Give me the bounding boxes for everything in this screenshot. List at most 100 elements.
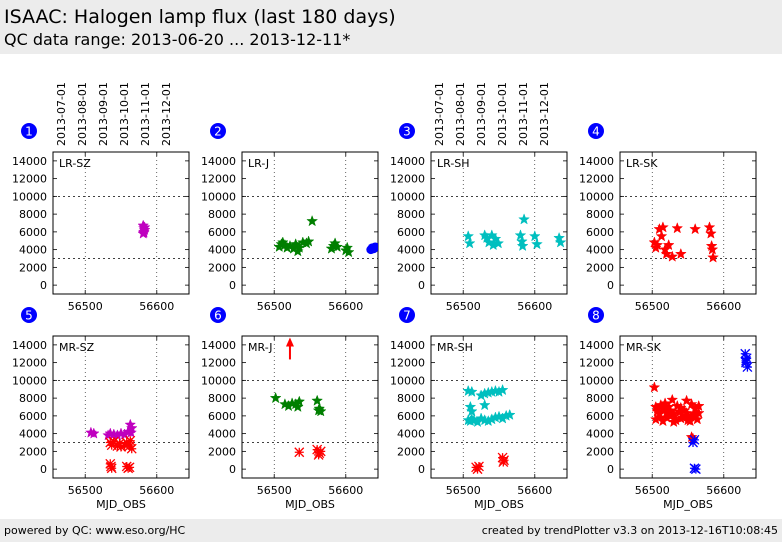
top-date-label: 2013-10-01 bbox=[118, 82, 131, 146]
data-point bbox=[106, 463, 117, 474]
y-tick-label: 10000 bbox=[201, 374, 236, 387]
data-point bbox=[465, 405, 478, 417]
data-point bbox=[472, 464, 483, 475]
top-date-label: 2013-11-01 bbox=[139, 82, 152, 146]
series-group bbox=[273, 214, 378, 258]
data-point bbox=[87, 427, 100, 439]
series-group bbox=[269, 337, 327, 460]
y-tick-label: 0 bbox=[229, 463, 236, 476]
y-tick-label: 12000 bbox=[390, 357, 425, 370]
data-point bbox=[293, 395, 306, 407]
panel-label: LR-SK bbox=[626, 157, 658, 170]
data-point bbox=[666, 408, 679, 420]
y-tick-label: 12000 bbox=[201, 173, 236, 186]
y-tick-label: 2000 bbox=[19, 445, 47, 458]
data-point bbox=[496, 383, 509, 396]
y-tick-label: 12000 bbox=[201, 357, 236, 370]
y-tick-label: 4000 bbox=[208, 244, 236, 257]
chart-panel-6: 0 2000 4000 6000 8000 10000 12000 14000 56500 566… bbox=[201, 307, 379, 511]
y-tick-label: 0 bbox=[607, 279, 614, 292]
data-point bbox=[489, 232, 502, 244]
x-tick-label: 56500 bbox=[257, 300, 292, 313]
data-point bbox=[742, 362, 753, 373]
y-tick-label: 0 bbox=[418, 463, 425, 476]
data-point bbox=[741, 355, 751, 366]
panel-label: LR-SH bbox=[437, 157, 470, 170]
data-point bbox=[741, 353, 752, 364]
y-tick-label: 6000 bbox=[397, 226, 425, 239]
data-point bbox=[503, 408, 516, 420]
data-point bbox=[703, 221, 716, 233]
x-tick-label: 56600 bbox=[517, 300, 552, 313]
data-point bbox=[105, 437, 116, 448]
x-axis-label: MJD_OBS bbox=[96, 498, 146, 511]
data-point bbox=[740, 348, 751, 359]
data-point bbox=[706, 243, 719, 255]
panel-label: MR-SZ bbox=[59, 341, 95, 354]
panel-number-badge bbox=[21, 307, 37, 323]
y-tick-label: 0 bbox=[607, 463, 614, 476]
top-date-label: 2013-09-01 bbox=[475, 82, 488, 146]
y-tick-label: 14000 bbox=[201, 155, 236, 168]
chart-panel-1: 0 2000 4000 6000 8000 10000 12000 14000 56500 566… bbox=[12, 82, 190, 313]
data-point bbox=[465, 385, 478, 397]
footer-credit: powered by QC: www.eso.org/HC bbox=[4, 524, 186, 537]
chart-panel-5: 0 2000 4000 6000 8000 10000 12000 14000 56500 566… bbox=[12, 307, 190, 511]
footer-generator: created by trendPlotter v3.3 on 2013-12-… bbox=[481, 524, 778, 537]
y-tick-label: 6000 bbox=[19, 410, 47, 423]
y-tick-label: 10000 bbox=[201, 190, 236, 203]
data-point bbox=[473, 461, 484, 472]
data-point bbox=[518, 213, 530, 225]
x-axis-label: MJD_OBS bbox=[663, 498, 713, 511]
panel-number-badge bbox=[210, 123, 226, 139]
series-group bbox=[648, 348, 753, 475]
data-point bbox=[651, 238, 664, 251]
y-tick-label: 12000 bbox=[390, 173, 425, 186]
x-axis-label: MJD_OBS bbox=[474, 498, 524, 511]
series-group bbox=[85, 418, 138, 474]
chart-panel-7: 0 2000 4000 6000 8000 10000 12000 14000 56500 566… bbox=[390, 307, 568, 511]
data-point bbox=[331, 240, 344, 252]
data-point bbox=[302, 235, 315, 247]
y-tick-label: 10000 bbox=[579, 190, 614, 203]
x-tick-label: 56600 bbox=[139, 300, 174, 313]
plot-frame bbox=[241, 335, 379, 479]
y-tick-label: 2000 bbox=[397, 445, 425, 458]
plot-frame bbox=[619, 335, 757, 479]
panel-number-badge bbox=[210, 307, 226, 323]
data-point bbox=[516, 239, 529, 252]
data-point bbox=[554, 236, 567, 248]
top-date-label: 2013-07-01 bbox=[433, 82, 446, 146]
y-tick-label: 4000 bbox=[586, 244, 614, 257]
y-tick-label: 4000 bbox=[19, 428, 47, 441]
y-tick-label: 10000 bbox=[390, 374, 425, 387]
x-tick-label: 56500 bbox=[635, 300, 670, 313]
y-tick-label: 2000 bbox=[397, 261, 425, 274]
data-point bbox=[492, 237, 505, 249]
plot-frame bbox=[52, 335, 190, 479]
y-tick-label: 12000 bbox=[12, 357, 47, 370]
y-tick-label: 14000 bbox=[579, 339, 614, 352]
x-tick-label: 56500 bbox=[257, 484, 292, 497]
x-tick-label: 56600 bbox=[706, 484, 741, 497]
series-group bbox=[137, 219, 151, 239]
data-point bbox=[671, 222, 684, 234]
y-tick-label: 8000 bbox=[586, 392, 614, 405]
data-point bbox=[685, 398, 698, 410]
top-date-label: 2013-07-01 bbox=[55, 82, 68, 146]
y-tick-label: 6000 bbox=[19, 226, 47, 239]
data-point bbox=[499, 455, 509, 466]
data-point bbox=[106, 440, 117, 451]
data-point bbox=[662, 238, 675, 251]
x-tick-label: 56500 bbox=[446, 484, 481, 497]
panel-number: 1 bbox=[25, 125, 33, 139]
panel-number: 4 bbox=[592, 125, 600, 139]
data-point bbox=[462, 230, 475, 242]
y-tick-label: 10000 bbox=[390, 190, 425, 203]
panel-number-badge bbox=[588, 307, 604, 323]
data-point bbox=[690, 464, 701, 475]
panel-number: 5 bbox=[25, 309, 33, 323]
x-axis-label: MJD_OBS bbox=[285, 498, 335, 511]
x-tick-label: 56500 bbox=[68, 484, 103, 497]
